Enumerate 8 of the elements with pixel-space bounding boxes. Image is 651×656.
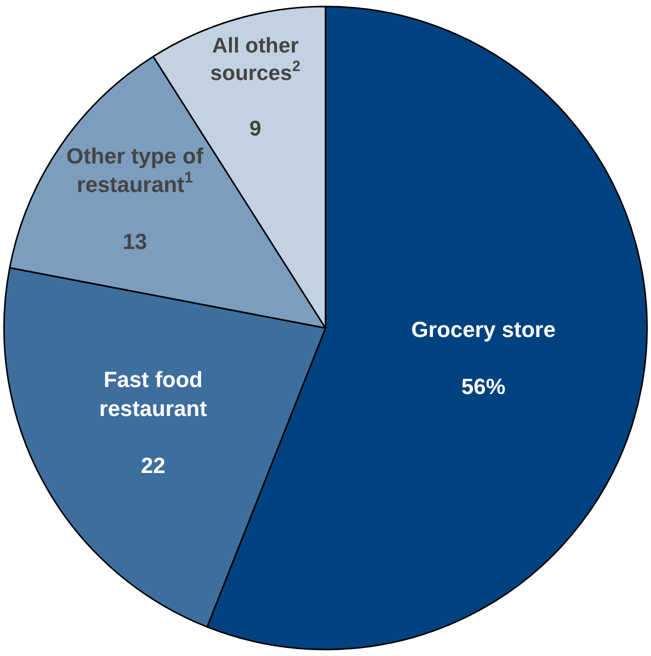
data-label: 56%	[461, 374, 506, 400]
slice-label: Fast food restaurant	[99, 367, 208, 421]
data-label: 13	[122, 229, 148, 254]
slice-label: Grocery store	[411, 317, 556, 342]
data-label: 9	[249, 116, 262, 140]
slice-label: Other type of restaurant$^{1}$	[66, 143, 204, 197]
data-label: 22	[140, 452, 166, 478]
slice-label: All other sources$^{2}$	[210, 33, 300, 86]
